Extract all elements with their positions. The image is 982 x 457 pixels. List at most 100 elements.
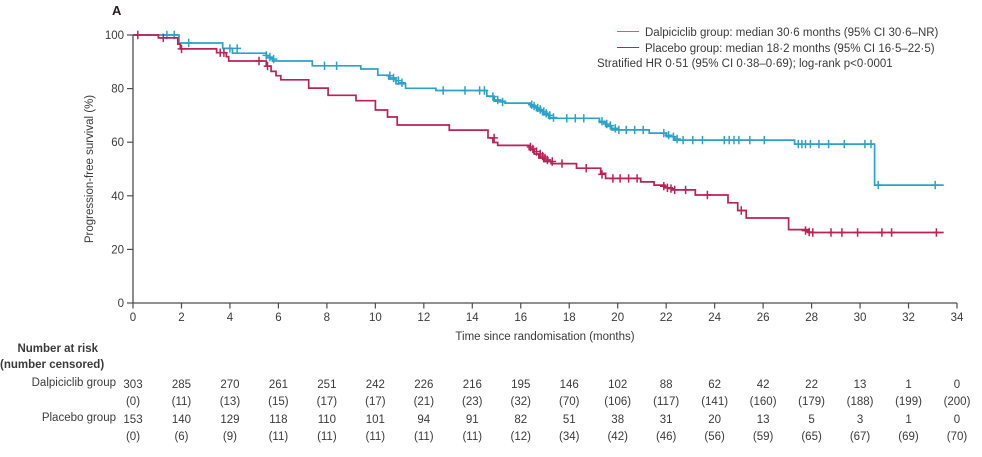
risk-row-label: Placebo group [41,412,116,424]
censored-value: (106) [604,396,632,408]
censored-value: (6) [174,431,189,443]
risk-cell: 303 (0) [109,377,157,411]
x-tick-label: 30 [854,312,867,324]
y-tick-label: 20 [111,244,124,256]
at-risk-value: 13 [853,379,867,391]
at-risk-value: 129 [220,414,240,426]
censored-value: (0) [125,396,141,408]
at-risk-value: 110 [317,414,337,426]
number-at-risk-header: Number at risk [17,343,98,355]
censored-value: (9) [222,431,237,443]
legend-dalpiciclib-label: Dalpiciclib group: median 30·6 months (9… [645,27,939,39]
risk-cell: 140 (6) [157,412,205,446]
censored-value: (11) [171,396,192,408]
risk-cell: 0 (200) [933,377,981,411]
at-risk-value: 1 [905,379,912,391]
risk-cell: 94 (11) [400,412,448,446]
at-risk-value: 242 [365,379,385,391]
legend-placebo-label: Placebo group: median 18·2 months (95% C… [645,42,935,55]
risk-cell: 13 (59) [739,412,787,446]
at-risk-value: 285 [171,379,192,391]
censored-value: (11) [268,431,289,443]
at-risk-value: 226 [414,379,434,391]
y-tick-label: 0 [118,298,124,310]
at-risk-value: 94 [417,414,431,426]
y-tick-label: 80 [111,84,124,96]
risk-cell: 42 (160) [739,377,787,411]
x-tick-label: 4 [227,312,234,324]
censored-value: (65) [801,431,822,443]
at-risk-value: 153 [123,414,143,426]
x-tick-label: 26 [757,312,770,324]
risk-cell: 118 (11) [254,412,302,446]
at-risk-value: 20 [708,414,722,426]
censored-value: (69) [898,431,919,443]
censored-value: (11) [317,431,337,443]
risk-cell: 129 (9) [206,412,254,446]
placebo-line-swatch [617,47,639,49]
censored-value: (11) [414,431,434,443]
censored-value: (11) [462,431,483,443]
at-risk-value: 31 [659,414,673,426]
censored-value: (0) [125,431,141,443]
at-risk-value: 82 [514,414,528,426]
at-risk-value: 118 [269,414,288,426]
at-risk-value: 5 [808,414,815,426]
at-risk-value: 22 [805,379,818,391]
censored-value: (179) [798,396,825,408]
legend-row-placebo: Placebo group: median 18·2 months (95% C… [597,42,938,58]
censored-value: (67) [849,431,871,443]
risk-cell: 88 (117) [642,377,690,411]
at-risk-value: 140 [171,414,192,426]
at-risk-value: 270 [220,379,240,391]
at-risk-value: 51 [562,414,576,426]
y-tick-label: 40 [111,191,124,203]
censored-value: (32) [510,396,531,408]
risk-cell: 51 (34) [545,412,593,446]
risk-cell: 242 (17) [351,377,399,411]
censored-value: (13) [219,396,241,408]
y-tick-label: 60 [111,137,124,149]
at-risk-value: 251 [317,379,337,391]
censored-value: (17) [365,396,386,408]
at-risk-value: 42 [756,379,770,391]
risk-cell: 270 (13) [206,377,254,411]
risk-cell: 3 (67) [836,412,884,446]
x-tick-label: 32 [902,312,915,324]
risk-cell: 1 (69) [885,412,933,446]
risk-cell: 110 (11) [303,412,351,446]
x-tick-label: 34 [951,312,964,324]
legend: Dalpiciclib group: median 30·6 months (9… [597,26,938,73]
y-axis-title: Progression-free survival (%) [84,94,96,244]
at-risk-value: 38 [611,414,625,426]
x-axis-title: Time since randomisation (months) [455,331,635,343]
dalpiciclib-line-swatch [617,31,639,33]
at-risk-value: 13 [756,414,770,426]
placebo-censor-marks [134,30,941,237]
x-tick-label: 12 [417,312,430,324]
at-risk-value: 216 [462,379,482,391]
censored-value: (34) [559,431,580,443]
risk-cell: 102 (106) [594,377,642,411]
censored-value: (70) [559,396,580,408]
legend-stats-line: Stratified HR 0·51 (95% CI 0·38–0·69); l… [597,58,893,71]
risk-cell: 153 (0) [109,412,157,446]
risk-cell: 0 (70) [933,412,981,446]
risk-cell: 13 (188) [836,377,884,411]
censored-value: (21) [413,396,435,408]
at-risk-value: 0 [953,379,961,391]
risk-cell: 195 (32) [497,377,545,411]
at-risk-value: 3 [856,414,864,426]
censored-value: (15) [268,396,289,408]
x-tick-label: 10 [369,312,382,324]
censored-value: (42) [607,431,628,443]
censored-value: (59) [752,431,774,443]
legend-row-dalpiciclib: Dalpiciclib group: median 30·6 months (9… [597,26,938,42]
censored-value: (117) [653,396,680,408]
censored-value: (56) [704,431,725,443]
risk-cell: 146 (70) [545,377,593,411]
risk-cell: 91 (11) [448,412,496,446]
at-risk-value: 62 [708,379,722,391]
x-tick-label: 28 [805,312,818,324]
